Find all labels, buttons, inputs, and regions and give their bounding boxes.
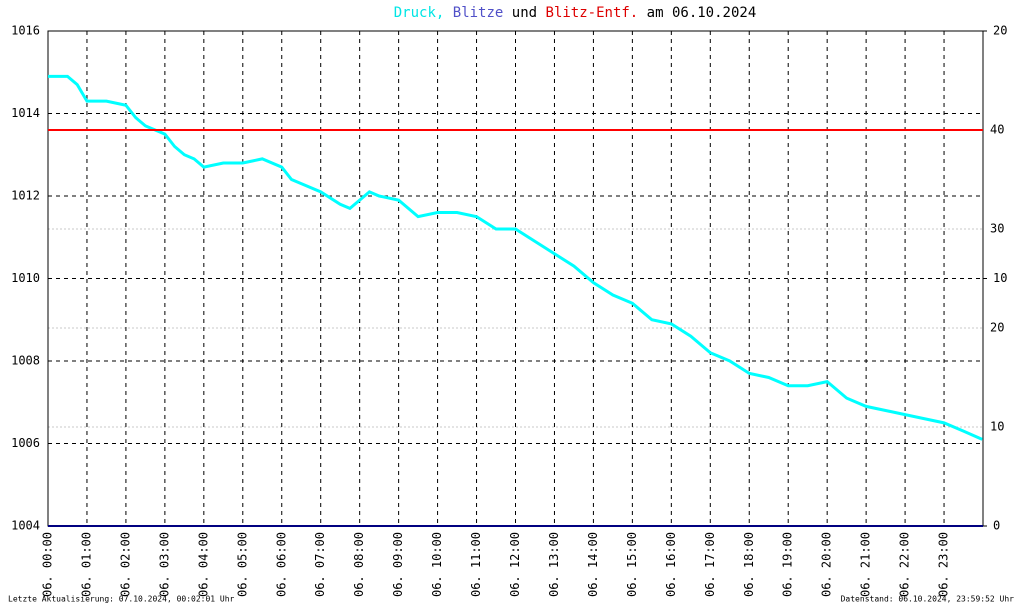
x-tick-label: 06. 20:00 [820, 532, 834, 597]
footer-right: Datenstand: 06.10.2024, 23:59:52 Uhr [841, 595, 1015, 604]
x-tick-label: 06. 09:00 [391, 532, 405, 597]
y3-tick-label: 40 [990, 123, 1004, 137]
y3-tick-label: 30 [990, 222, 1004, 236]
x-tick-label: 06. 06:00 [274, 532, 288, 597]
x-tick-label: 06. 03:00 [157, 532, 171, 597]
x-tick-label: 06. 11:00 [469, 532, 483, 597]
x-tick-label: 06. 22:00 [898, 532, 912, 597]
x-tick-label: 06. 14:00 [586, 532, 600, 597]
series-line [48, 74, 983, 441]
x-tick-label: 06. 23:00 [937, 532, 951, 597]
x-tick-label: 06. 13:00 [547, 532, 561, 597]
title-part: Druck, [394, 5, 445, 21]
footer-left: Letzte Aktualisierung: 07.10.2024, 00:02… [8, 595, 235, 604]
y2-tick-label: 20 [993, 24, 1007, 38]
y-tick-label: 1004 [11, 519, 40, 533]
y-tick-label: 1006 [11, 436, 40, 450]
x-tick-label: 06. 01:00 [79, 532, 93, 597]
y2-tick-label: 0 [993, 519, 1000, 533]
x-tick-label: 06. 21:00 [859, 532, 873, 597]
y2-tick-label: 10 [993, 271, 1007, 285]
x-tick-label: 06. 10:00 [430, 532, 444, 597]
x-tick-label: 06. 08:00 [352, 532, 366, 597]
y-tick-label: 1010 [11, 271, 40, 285]
title-part: Blitz-Entf. [546, 5, 639, 21]
x-tick-label: 06. 02:00 [118, 532, 132, 597]
title-part: am 06.10.2024 [647, 5, 757, 21]
x-tick-label: 06. 00:00 [41, 532, 55, 597]
title-part: Blitze [453, 5, 504, 21]
chart-title: Druck, Blitze und Blitz-Entf. am 06.10.2… [394, 5, 757, 21]
x-tick-label: 06. 15:00 [625, 532, 639, 597]
y-tick-label: 1008 [11, 354, 40, 368]
x-tick-label: 06. 12:00 [508, 532, 522, 597]
x-tick-label: 06. 05:00 [235, 532, 249, 597]
x-tick-label: 06. 18:00 [742, 532, 756, 597]
x-tick-label: 06. 19:00 [781, 532, 795, 597]
x-tick-label: 06. 04:00 [196, 532, 210, 597]
y3-tick-label: 20 [990, 321, 1004, 335]
title-part: und [512, 5, 537, 21]
y-tick-label: 1014 [11, 106, 40, 120]
y3-tick-label: 10 [990, 420, 1004, 434]
x-tick-label: 06. 07:00 [313, 532, 327, 597]
x-tick-label: 06. 17:00 [703, 532, 717, 597]
y-tick-label: 1016 [11, 24, 40, 38]
y-tick-label: 1012 [11, 189, 40, 203]
x-tick-label: 06. 16:00 [664, 532, 678, 597]
